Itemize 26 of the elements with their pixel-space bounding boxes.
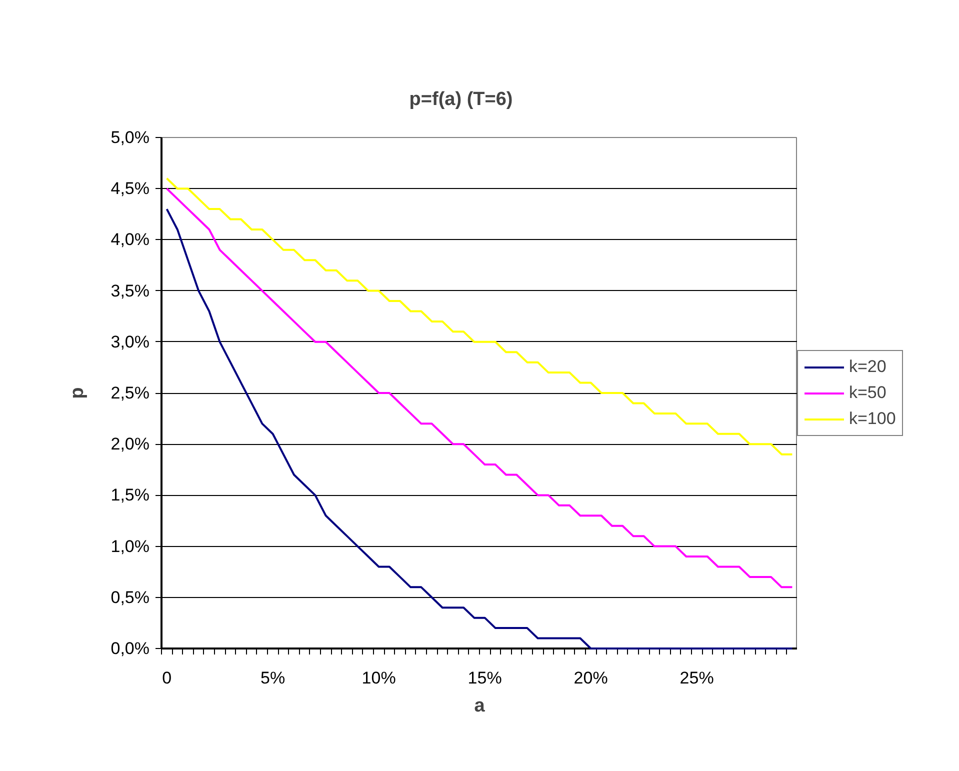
line-series [166, 177, 794, 456]
x-axis-title: a [474, 696, 486, 716]
chart-title: p=f(a) (T=6) [409, 89, 513, 110]
x-tick-label: 15% [468, 668, 502, 688]
y-tick-label: 5,0% [110, 128, 150, 147]
y-axis-title: p [66, 387, 88, 399]
legend-label: k=20 [849, 356, 886, 376]
y-tick-label: 0,0% [110, 639, 150, 658]
line-series [166, 208, 794, 650]
legend-label: k=100 [849, 408, 896, 428]
y-tick-label: 4,5% [110, 179, 150, 198]
x-tick-label: 0 [162, 668, 172, 688]
x-tick-label: 5% [260, 668, 286, 688]
y-tick-label: 2,5% [110, 384, 150, 402]
x-tick-label: 20% [574, 668, 608, 688]
line-series [166, 188, 794, 588]
x-tick-label: 10% [362, 668, 396, 688]
y-tick-label: 0,5% [110, 588, 150, 607]
legend-label: k=50 [849, 382, 886, 402]
x-tick-label: 25% [680, 668, 714, 688]
y-tick-label: 4,0% [110, 230, 150, 250]
y-tick-label: 1,0% [110, 536, 150, 556]
y-tick-label: 1,5% [110, 486, 150, 505]
y-tick-label: 3,0% [110, 332, 150, 352]
y-tick-label: 2,0% [110, 434, 150, 454]
y-tick-label: 3,5% [110, 281, 150, 300]
